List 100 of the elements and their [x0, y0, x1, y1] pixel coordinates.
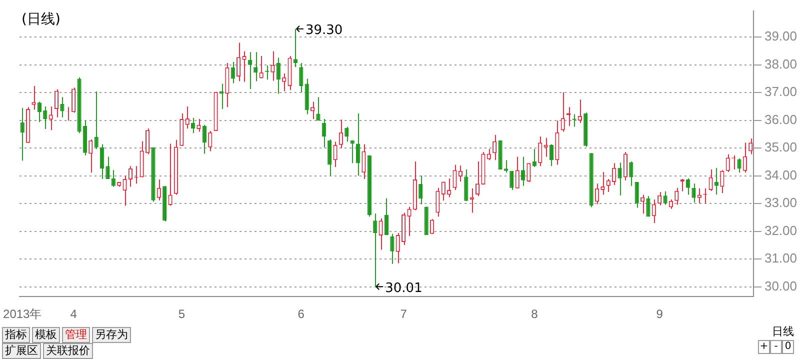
candlestick — [20, 107, 24, 162]
candlestick — [32, 85, 36, 110]
candlestick — [515, 156, 520, 189]
candlestick — [293, 28, 298, 68]
y-tick-label: 32.00 — [764, 222, 798, 238]
text: 模板 — [32, 327, 60, 343]
candlestick — [447, 178, 452, 198]
candlestick — [270, 50, 275, 82]
candlestick — [594, 183, 600, 205]
candlestick — [652, 198, 656, 224]
candlestick — [544, 137, 548, 158]
x-tick-label: 5 — [178, 307, 186, 322]
text: 另存为 — [92, 327, 131, 343]
candlestick — [344, 126, 349, 142]
candlestick — [526, 162, 531, 183]
candlestick — [122, 175, 127, 206]
candlestick — [106, 156, 110, 180]
candlestick — [618, 162, 622, 196]
text: + — [758, 340, 770, 354]
candlestick — [629, 160, 634, 186]
candlestick — [384, 198, 389, 236]
candlestick — [128, 166, 133, 188]
candlestick — [242, 50, 246, 82]
candlestick — [185, 106, 190, 129]
x-tick-label: 6 — [298, 307, 305, 322]
candlestick — [43, 106, 48, 130]
candlestick — [333, 141, 338, 168]
text: 扩展区 — [2, 343, 41, 359]
x-tick-label: 4 — [70, 307, 78, 322]
candlestick — [94, 91, 98, 150]
candlestick — [48, 106, 53, 131]
candlestick — [464, 169, 468, 202]
annotation: 39.30 — [305, 23, 343, 38]
candlestick — [742, 142, 747, 174]
candlestick — [623, 152, 628, 181]
candlestick — [356, 112, 360, 176]
candlestick — [362, 144, 366, 180]
candlestick — [407, 206, 412, 237]
candlestick — [219, 83, 224, 110]
candlestick — [486, 148, 491, 161]
candlestick — [396, 232, 400, 264]
y-tick-label: 39.00 — [764, 28, 798, 44]
candlestick — [720, 170, 724, 194]
candlestick — [37, 101, 42, 123]
candlestick — [748, 138, 753, 155]
candlestick — [88, 139, 93, 174]
candlestick — [145, 128, 150, 155]
candlestick — [692, 183, 696, 204]
candlestick — [230, 61, 235, 84]
candlestick — [191, 117, 196, 134]
y-tick-label: 37.00 — [764, 84, 798, 100]
candlestick — [612, 162, 616, 186]
candlestick — [299, 62, 304, 93]
candlestick — [316, 96, 320, 122]
candlestick — [668, 198, 674, 210]
x-tick-label: 8 — [531, 307, 538, 322]
y-tick-label: 35.00 — [764, 140, 798, 155]
y-tick-label: 33.00 — [764, 195, 798, 210]
candlestick — [606, 178, 610, 192]
candlestick — [254, 52, 258, 82]
candlestick — [60, 96, 64, 118]
candlestick — [510, 170, 514, 191]
text: - — [770, 340, 782, 354]
x-tick-label: 9 — [656, 307, 664, 322]
candlestick — [726, 154, 730, 173]
candlestick — [418, 175, 423, 205]
candlestick — [504, 160, 508, 174]
candlestick — [373, 213, 378, 288]
text: 管理 — [62, 327, 90, 343]
annotation: 30.01 — [385, 280, 422, 296]
y-tick-label: 31.00 — [764, 250, 798, 266]
candlestick — [646, 196, 650, 218]
text: 指标 — [2, 327, 30, 343]
candlestick — [236, 42, 241, 82]
candlestick — [430, 218, 434, 234]
text: 日线 — [771, 325, 794, 339]
candlestick — [196, 118, 201, 132]
text: 0 — [782, 340, 794, 354]
y-tick-label: 36.00 — [764, 112, 798, 127]
candlestick — [338, 119, 344, 149]
candlestick — [737, 158, 742, 174]
candlestick — [168, 143, 172, 206]
text: 关联报价 — [43, 343, 93, 359]
candlestick — [276, 57, 280, 94]
candlestick — [663, 190, 668, 206]
candlestick — [208, 130, 212, 152]
candlestick — [686, 178, 690, 196]
chart-title: (日线) — [22, 11, 60, 28]
candlestick — [436, 187, 440, 218]
candlestick — [708, 169, 713, 192]
y-tick-label: 38.00 — [764, 56, 798, 72]
x-tick-label: 7 — [400, 307, 408, 322]
candlestick — [634, 182, 639, 208]
candlestick — [378, 218, 383, 250]
candlestick — [560, 92, 565, 132]
candlestick — [458, 165, 463, 182]
candlestick — [54, 88, 59, 118]
candlestick — [100, 144, 104, 180]
candlestick — [674, 187, 679, 206]
candlestick — [658, 191, 662, 206]
